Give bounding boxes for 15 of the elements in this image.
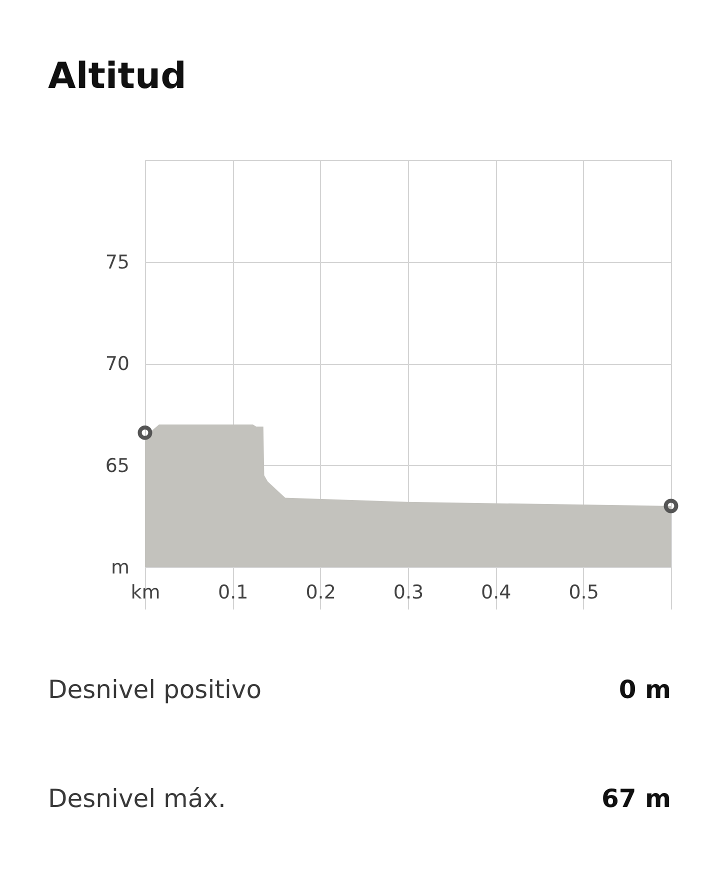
x-tick-label: 0.1	[218, 582, 248, 604]
y-tick-label: 75	[105, 251, 130, 274]
x-tick-label: km	[130, 582, 160, 604]
y-tick-label: m	[110, 556, 130, 578]
chart-title: Altitud	[48, 56, 186, 97]
x-tick-label: 0.4	[481, 582, 512, 604]
text: 67 m	[601, 784, 671, 813]
x-tick-label: 0.5	[568, 582, 599, 604]
y-tick-label: 65	[105, 454, 130, 477]
x-tick-label: 0.2	[306, 582, 336, 604]
text: 0 m	[618, 675, 671, 704]
y-tick-label: 70	[105, 353, 130, 375]
x-tick-label: 0.3	[393, 582, 424, 604]
text: Desnivel positivo	[48, 675, 262, 704]
text: Desnivel máx.	[48, 784, 226, 813]
